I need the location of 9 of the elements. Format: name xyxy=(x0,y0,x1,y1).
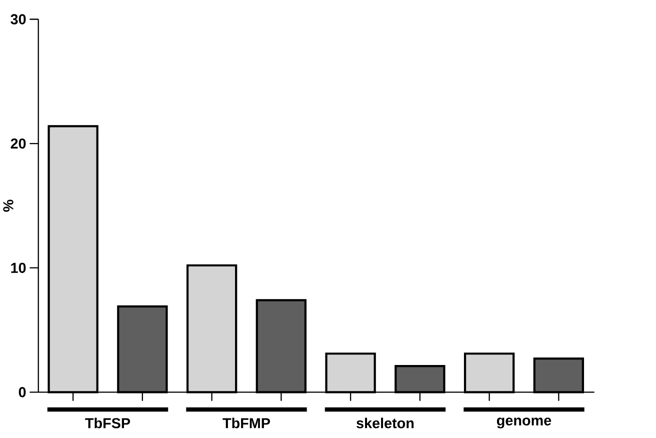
x-tick-label: TbFSP xyxy=(85,418,130,428)
y-tick-label: 10 xyxy=(11,262,26,273)
y-tick-label: 20 xyxy=(10,138,26,148)
x-tick-label: TbFMP xyxy=(222,418,270,428)
y-tick-label: 30 xyxy=(10,14,26,24)
x-tick-label: genome xyxy=(496,417,552,428)
x-tick-label: skeleton xyxy=(356,418,414,428)
y-tick-label: 0 xyxy=(18,386,26,398)
y-axis-title: % xyxy=(3,199,14,212)
